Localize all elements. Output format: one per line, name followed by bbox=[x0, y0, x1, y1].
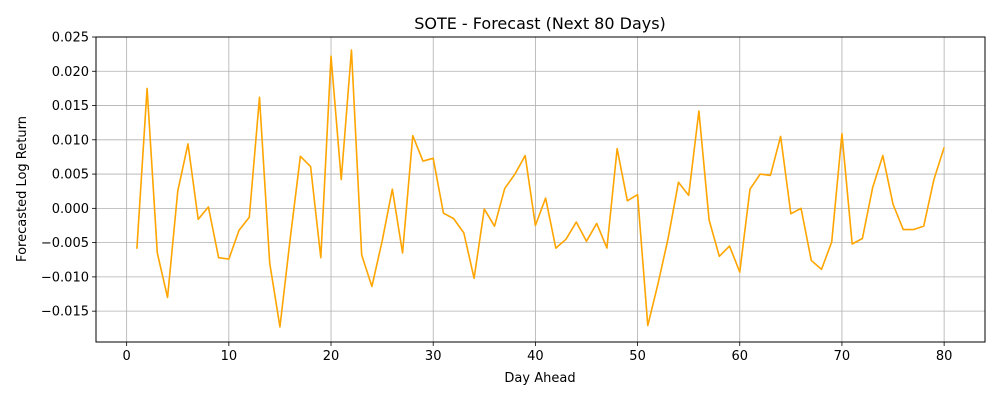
y-tick-label: 0.010 bbox=[52, 133, 89, 148]
y-tick-label: 0.020 bbox=[52, 65, 89, 80]
y-tick-label: −0.010 bbox=[41, 270, 89, 285]
x-tick-label: 10 bbox=[221, 349, 238, 364]
x-tick-label: 20 bbox=[323, 349, 340, 364]
axis-ticks: 0 10 20 30 40 50 60 70 80 −0.015 −0.010 −0.005 0.000… bbox=[41, 31, 953, 365]
x-tick-label: 0 bbox=[123, 349, 131, 364]
y-axis-label: Forecasted Log Return bbox=[15, 116, 30, 262]
x-tick-label: 30 bbox=[425, 349, 442, 364]
y-tick-label: −0.015 bbox=[41, 305, 89, 320]
y-tick-label: 0.005 bbox=[52, 168, 89, 183]
x-axis-label: Day Ahead bbox=[504, 371, 575, 386]
x-tick-label: 40 bbox=[527, 349, 544, 364]
series-layer bbox=[136, 49, 945, 328]
x-tick-label: 70 bbox=[834, 349, 851, 364]
y-tick-label: 0.000 bbox=[52, 202, 89, 217]
x-tick-label: 50 bbox=[629, 349, 646, 364]
x-tick-label: 60 bbox=[731, 349, 748, 364]
y-tick-label: 0.015 bbox=[52, 99, 89, 114]
forecast-series-line bbox=[136, 49, 945, 328]
y-tick-label: −0.005 bbox=[41, 236, 89, 251]
x-tick-label: 80 bbox=[936, 349, 953, 364]
chart-title: SOTE - Forecast (Next 80 Days) bbox=[414, 14, 666, 33]
plot-frame bbox=[95, 36, 986, 343]
y-tick-label: 0.025 bbox=[52, 31, 89, 46]
grid bbox=[96, 36, 985, 342]
